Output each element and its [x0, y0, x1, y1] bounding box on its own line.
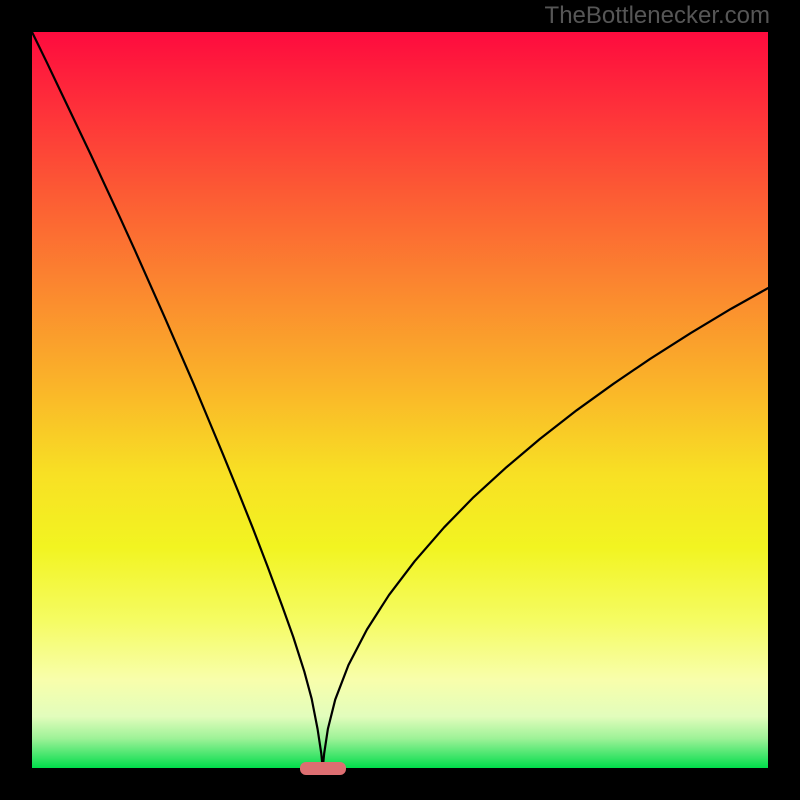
curve-svg [32, 32, 768, 768]
chart-stage: TheBottlenecker.com [0, 0, 800, 800]
optimum-marker [300, 762, 346, 775]
plot-area [32, 32, 768, 768]
bottleneck-curve [32, 32, 768, 768]
watermark-text: TheBottlenecker.com [545, 2, 770, 30]
